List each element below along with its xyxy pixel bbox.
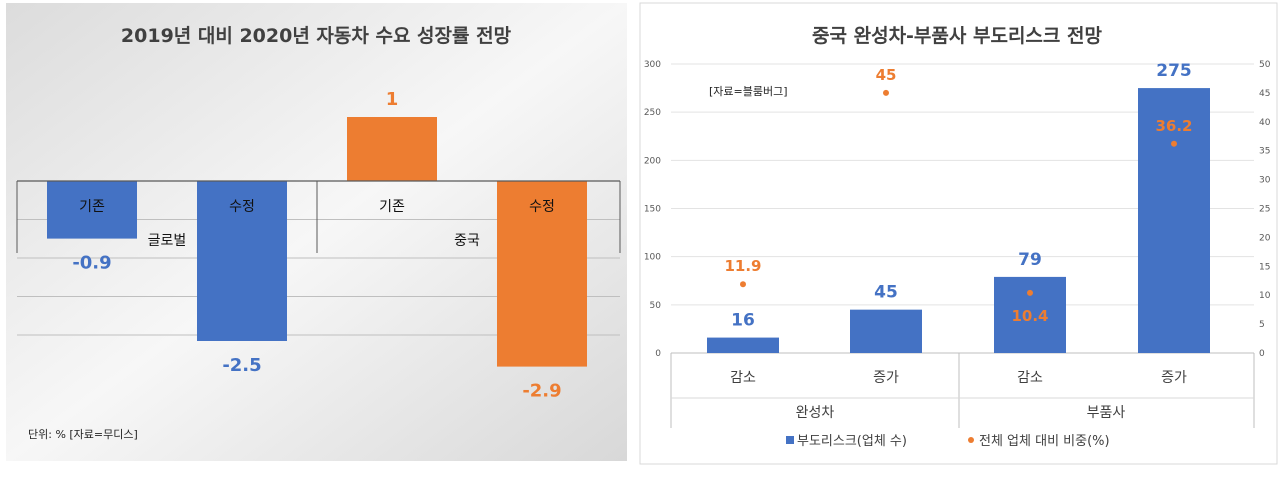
dot-marker xyxy=(1171,140,1177,147)
y-tick-label-right: 35 xyxy=(1259,147,1270,157)
category-label: 증가 xyxy=(1161,370,1187,386)
dot-marker xyxy=(883,89,889,96)
category-label: 기존 xyxy=(79,199,105,215)
bar xyxy=(707,337,779,353)
bar-data-label: 45 xyxy=(874,283,898,303)
legend-swatch-bar xyxy=(786,436,794,444)
default-risk-chart-panel: 중국 완성차-부품사 부도리스크 전망 0 50 100 150 200 250 300 0 5… xyxy=(639,0,1280,473)
y-tick-label-right: 5 xyxy=(1259,320,1265,330)
dot-data-label: 45 xyxy=(876,66,897,84)
bar xyxy=(197,181,287,341)
bar-data-label: 16 xyxy=(731,311,755,331)
category-label: 수정 xyxy=(529,199,555,215)
growth-chart: 2019년 대비 2020년 자동차 수요 성장률 전망 기존 수정 기존 수정글로벌… xyxy=(0,0,633,473)
y-tick-label-left: 0 xyxy=(655,349,661,359)
bar xyxy=(497,181,587,367)
group-label: 완성차 xyxy=(796,405,835,421)
bar xyxy=(47,181,137,239)
unit-note: 단위: % [자료=무디스] xyxy=(28,428,138,441)
category-label: 감소 xyxy=(730,370,756,386)
bar xyxy=(994,276,1066,353)
y-tick-label-right: 10 xyxy=(1259,291,1271,301)
y-tick-label-left: 50 xyxy=(650,301,662,311)
y-tick-label-left: 150 xyxy=(644,205,661,215)
chart-title: 2019년 대비 2020년 자동차 수요 성장률 전망 xyxy=(121,25,512,47)
data-label: -2.5 xyxy=(222,355,261,376)
group-label: 중국 xyxy=(454,233,480,249)
legend-label: 부도리스크(업체 수) xyxy=(797,434,907,449)
y-tick-label-right: 30 xyxy=(1259,176,1271,186)
source-note: [자료=블룸버그] xyxy=(709,85,788,98)
y-tick-label-left: 100 xyxy=(644,253,661,263)
category-label: 감소 xyxy=(1017,370,1043,386)
legend-swatch-dot xyxy=(968,437,974,443)
y-tick-label-right: 25 xyxy=(1259,205,1270,215)
bar xyxy=(347,117,437,181)
y-tick-label-left: 200 xyxy=(644,156,661,166)
data-label: -0.9 xyxy=(72,253,111,274)
dot-data-label: 10.4 xyxy=(1011,307,1048,325)
group-label: 부품사 xyxy=(1087,405,1126,421)
dot-marker xyxy=(740,281,746,288)
dot-data-label: 11.9 xyxy=(724,257,761,275)
legend-label: 전체 업체 대비 비중(%) xyxy=(979,434,1110,449)
y-tick-label-right: 20 xyxy=(1259,233,1271,243)
category-label: 수정 xyxy=(229,199,255,215)
y-tick-label-right: 40 xyxy=(1259,118,1271,128)
category-label: 기존 xyxy=(379,199,405,215)
y-tick-label-left: 250 xyxy=(644,108,661,118)
dot-marker xyxy=(1027,289,1033,296)
y-tick-label-right: 50 xyxy=(1259,60,1271,70)
bar-data-label: 275 xyxy=(1156,61,1192,81)
data-label: -2.9 xyxy=(522,381,561,402)
y-tick-label-right: 0 xyxy=(1259,349,1265,359)
category-label: 증가 xyxy=(873,370,899,386)
dot-data-label: 36.2 xyxy=(1155,117,1192,135)
chart-title: 중국 완성차-부품사 부도리스크 전망 xyxy=(812,25,1102,47)
y-tick-label-left: 300 xyxy=(644,60,661,70)
default-risk-chart: 중국 완성차-부품사 부도리스크 전망 0 50 100 150 200 250 300 0 5… xyxy=(639,0,1280,473)
group-label: 글로벌 xyxy=(148,233,187,249)
bar xyxy=(850,309,922,353)
y-tick-label-right: 45 xyxy=(1259,89,1270,99)
bar-data-label: 79 xyxy=(1018,250,1042,270)
data-label: 1 xyxy=(386,89,399,110)
bar xyxy=(1138,88,1210,353)
y-tick-label-right: 15 xyxy=(1259,262,1270,272)
